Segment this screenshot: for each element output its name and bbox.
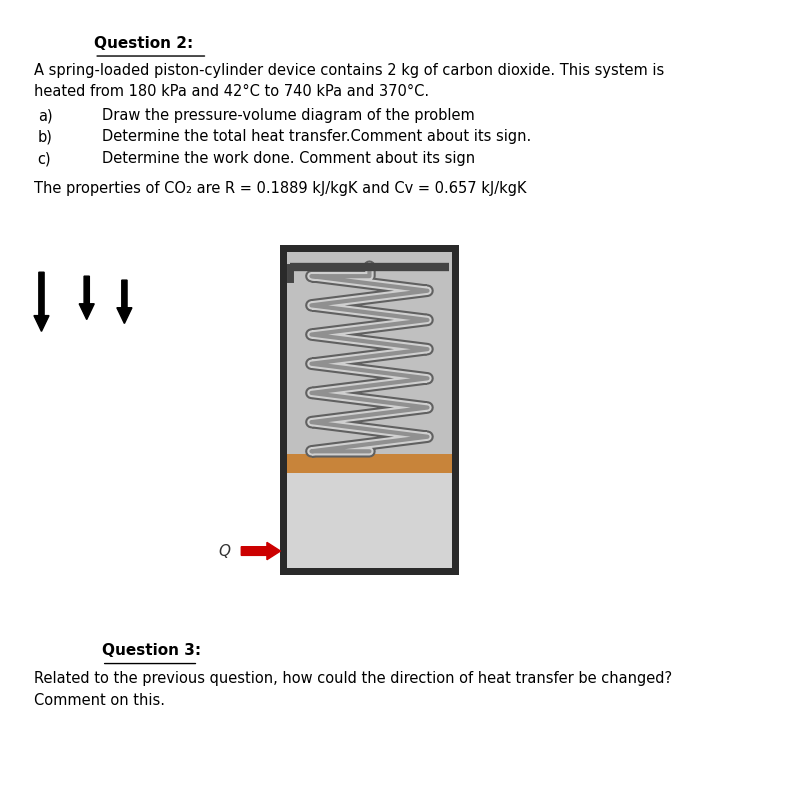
Bar xyxy=(286,473,452,568)
Text: b): b) xyxy=(38,129,53,144)
Text: Related to the previous question, how could the direction of heat transfer be ch: Related to the previous question, how co… xyxy=(34,671,672,686)
FancyArrow shape xyxy=(34,272,49,331)
Text: Question 2:: Question 2: xyxy=(94,36,194,50)
Text: Determine the work done. Comment about its sign: Determine the work done. Comment about i… xyxy=(102,151,475,166)
Text: c): c) xyxy=(38,151,51,166)
Bar xyxy=(286,252,452,454)
Text: Q: Q xyxy=(218,544,230,559)
FancyArrow shape xyxy=(117,280,132,323)
FancyArrow shape xyxy=(242,542,281,559)
Text: Comment on this.: Comment on this. xyxy=(34,693,165,708)
Bar xyxy=(286,454,452,473)
FancyArrow shape xyxy=(79,276,94,320)
Text: The properties of CO₂ are R = 0.1889 kJ/kgK and Cv = 0.657 kJ/kgK: The properties of CO₂ are R = 0.1889 kJ/… xyxy=(34,181,526,196)
Bar xyxy=(286,252,452,568)
Text: Determine the total heat transfer.Comment about its sign.: Determine the total heat transfer.Commen… xyxy=(102,129,531,144)
Text: Draw the pressure-volume diagram of the problem: Draw the pressure-volume diagram of the … xyxy=(102,108,474,123)
Bar xyxy=(280,245,459,575)
Text: Question 3:: Question 3: xyxy=(102,643,201,658)
Text: A spring-loaded piston-cylinder device contains 2 kg of carbon dioxide. This sys: A spring-loaded piston-cylinder device c… xyxy=(34,63,664,78)
Text: heated from 180 kPa and 42°C to 740 kPa and 370°C.: heated from 180 kPa and 42°C to 740 kPa … xyxy=(34,84,429,99)
Text: a): a) xyxy=(38,108,52,123)
Text: CO₂: CO₂ xyxy=(358,513,387,529)
